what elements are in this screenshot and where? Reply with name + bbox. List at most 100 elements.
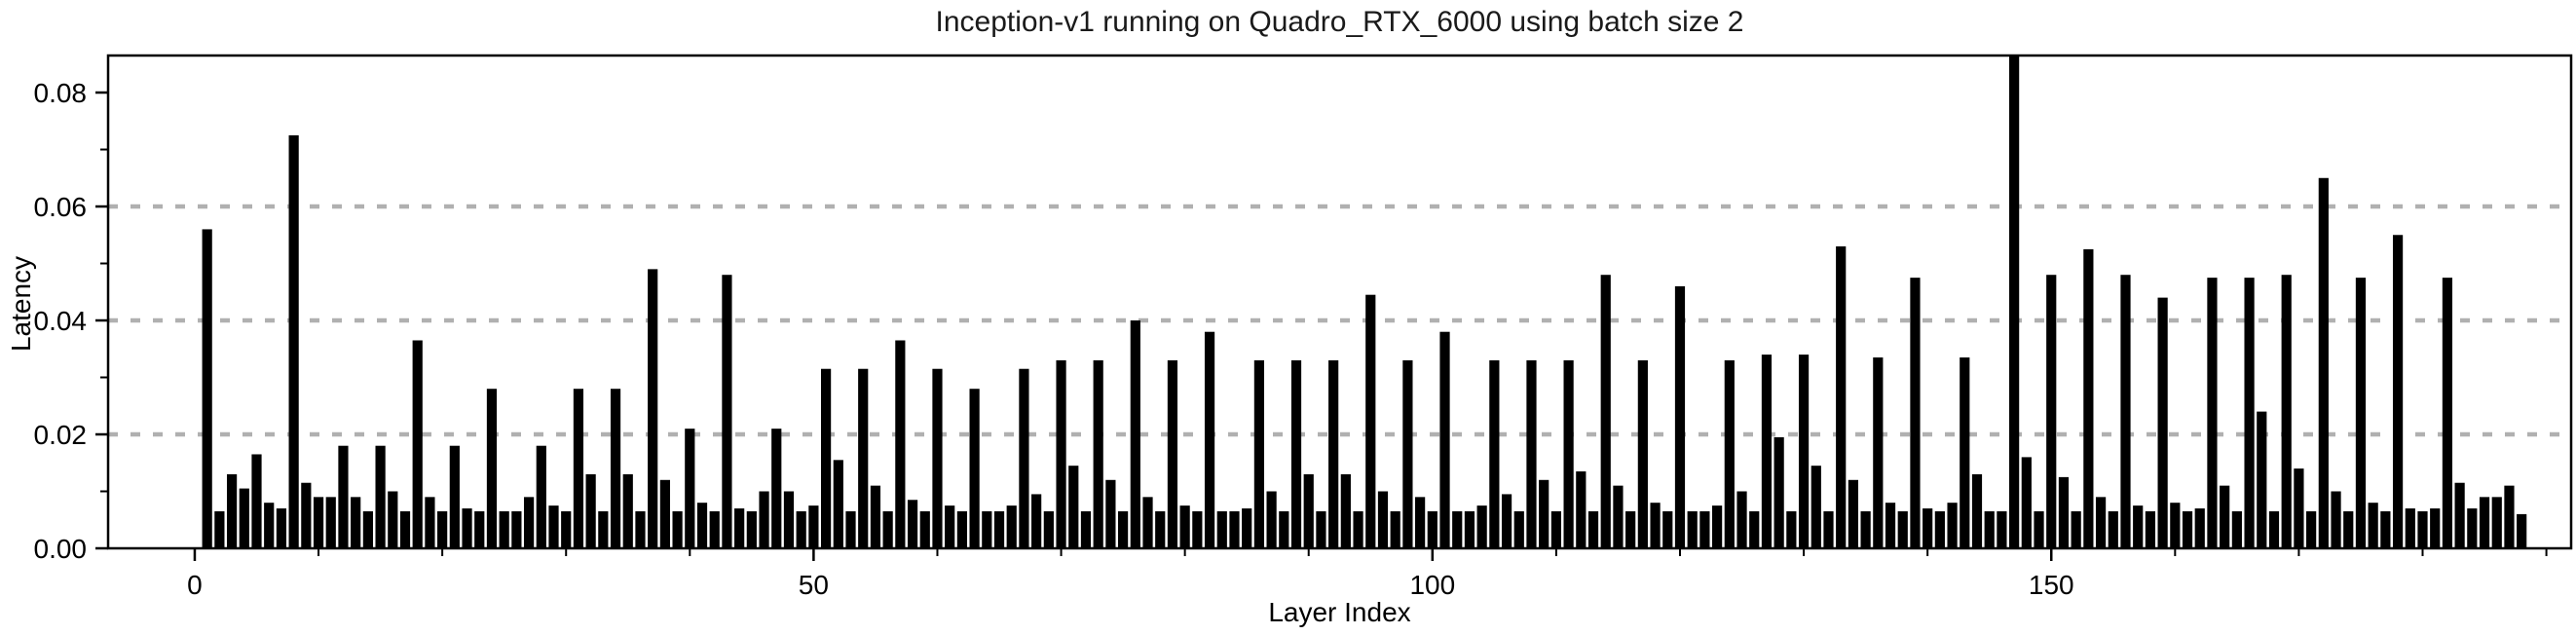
bar-layer-159	[2157, 297, 2168, 548]
bar-layer-57	[895, 340, 906, 548]
bar-layer-37	[648, 269, 658, 548]
bar-layer-160	[2170, 503, 2181, 548]
bar-layer-121	[1687, 510, 1698, 548]
bar-layer-123	[1712, 505, 1723, 548]
bar-layer-185	[2479, 497, 2490, 548]
bar-layer-128	[1773, 436, 1784, 548]
bar-layer-86	[1253, 359, 1264, 548]
bar-layer-106	[1501, 494, 1512, 548]
bar-layer-35	[622, 473, 633, 548]
bar-layer-175	[2355, 278, 2367, 548]
bar-layer-105	[1489, 359, 1500, 548]
bar-layer-150	[2046, 275, 2057, 548]
bar-layer-120	[1674, 285, 1686, 548]
bar-layer-147	[2009, 56, 2020, 548]
bar-layer-176	[2368, 503, 2378, 548]
bar-layer-158	[2145, 510, 2156, 548]
bar-layer-46	[759, 491, 769, 548]
bar-layer-36	[635, 510, 646, 548]
bar-layer-78	[1155, 510, 1166, 548]
bar-layer-108	[1526, 359, 1537, 548]
bar-layer-118	[1650, 503, 1661, 548]
bar-layer-171	[2306, 510, 2317, 548]
bar-layer-188	[2517, 513, 2527, 548]
bar-layer-143	[1960, 357, 1970, 548]
bar-layer-179	[2405, 508, 2415, 548]
bar-layer-62	[956, 510, 967, 548]
bar-layer-163	[2207, 278, 2218, 548]
bar-layer-134	[1848, 479, 1858, 548]
bar-layer-166	[2244, 278, 2255, 548]
bar-layer-45	[746, 510, 757, 548]
bar-layer-110	[1550, 510, 1561, 548]
bar-layer-80	[1179, 505, 1190, 548]
bar-layer-5	[251, 454, 262, 548]
bar-layer-117	[1637, 359, 1648, 548]
bar-layer-152	[2071, 510, 2081, 548]
bar-layer-32	[585, 473, 596, 548]
bar-layer-67	[1019, 368, 1029, 548]
bar-layer-186	[2491, 497, 2502, 548]
bar-layer-21	[449, 445, 460, 548]
bar-layer-135	[1860, 510, 1871, 548]
bar-layer-54	[858, 368, 869, 548]
bar-layer-156	[2120, 275, 2131, 548]
bar-layer-130	[1798, 355, 1810, 548]
bar-layer-88	[1279, 510, 1289, 548]
bar-layer-49	[796, 510, 806, 548]
bar-layer-61	[945, 505, 955, 548]
bar-layer-58	[907, 500, 918, 548]
bar-layer-127	[1761, 355, 1773, 548]
bar-layer-129	[1786, 510, 1797, 548]
bar-layer-174	[2343, 510, 2354, 548]
bar-layer-81	[1192, 510, 1203, 548]
bar-layer-97	[1390, 510, 1400, 548]
bar-layer-17	[399, 510, 411, 548]
bar-layer-8	[288, 134, 299, 548]
bar-layer-138	[1897, 510, 1908, 548]
bar-layer-38	[659, 479, 670, 548]
bar-layer-70	[1056, 359, 1066, 548]
bar-layer-145	[1984, 510, 1995, 548]
bar-layer-109	[1539, 479, 1549, 548]
bar-layer-7	[276, 508, 287, 548]
bar-layer-119	[1662, 510, 1673, 548]
bar-layer-84	[1229, 510, 1240, 548]
bar-layer-64	[982, 510, 992, 548]
bar-layer-30	[561, 510, 572, 548]
x-tick-label: 150	[2029, 570, 2074, 600]
bar-layer-162	[2194, 508, 2205, 548]
bar-layer-183	[2454, 482, 2465, 548]
bar-layer-26	[511, 510, 522, 548]
bar-layer-20	[437, 510, 448, 548]
bar-layer-31	[573, 389, 584, 548]
bar-layer-180	[2417, 510, 2428, 548]
bar-layer-51	[821, 368, 832, 548]
bar-layer-170	[2294, 468, 2304, 548]
bar-layer-25	[499, 510, 509, 548]
bar-layer-68	[1031, 494, 1042, 548]
bar-layer-12	[338, 445, 349, 548]
x-tick-label: 100	[1409, 570, 1455, 600]
bar-layer-161	[2182, 510, 2193, 548]
x-tick-label: 50	[799, 570, 829, 600]
bar-layer-50	[808, 505, 819, 548]
bar-layer-24	[486, 389, 498, 548]
bar-layer-28	[536, 445, 546, 548]
chart-title: Inception-v1 running on Quadro_RTX_6000 …	[935, 6, 1744, 38]
bar-layer-103	[1464, 510, 1475, 548]
bar-layer-85	[1242, 508, 1252, 548]
bar-layer-11	[325, 497, 336, 548]
bar-layer-47	[771, 429, 782, 548]
bar-layer-27	[523, 497, 535, 548]
y-tick-label: 0.00	[34, 534, 88, 564]
y-tick-label: 0.04	[34, 306, 88, 336]
bar-layer-42	[709, 510, 720, 548]
bar-layer-113	[1587, 510, 1599, 548]
bar-layer-75	[1118, 510, 1129, 548]
bar-layer-124	[1724, 359, 1735, 548]
bar-layer-23	[474, 510, 485, 548]
bar-layer-181	[2430, 508, 2441, 548]
bar-layer-177	[2380, 510, 2391, 548]
bar-layer-139	[1910, 278, 1921, 548]
